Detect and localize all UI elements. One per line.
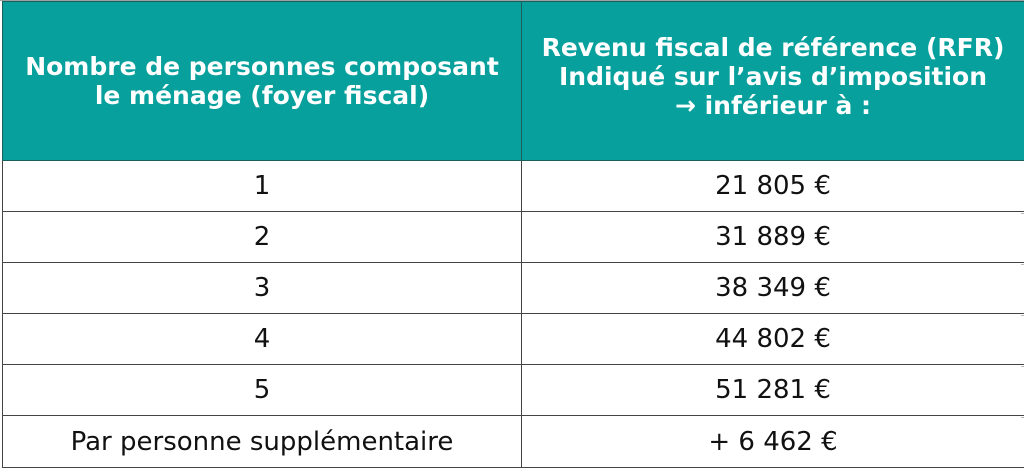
cell-rfr: 44 802 € [521, 313, 1024, 365]
cell-rfr: 51 281 € [521, 364, 1024, 416]
cell-rfr: 21 805 € [521, 160, 1024, 212]
cell-persons: 2 [2, 211, 522, 263]
table-row: Par personne supplémentaire + 6 462 € [2, 415, 1024, 468]
cell-rfr: 38 349 € [521, 262, 1024, 314]
gridline-tick [1021, 213, 1024, 214]
table-row: 3 38 349 € [2, 262, 1024, 314]
header-rfr: Revenu fiscal de référence (RFR) Indiqué… [521, 1, 1024, 161]
table-row: 4 44 802 € [2, 313, 1024, 365]
header-rfr-line-1: Revenu fiscal de référence (RFR) [541, 32, 1005, 62]
header-rfr-line-3: → inférieur à : [674, 90, 872, 120]
cell-persons: 1 [2, 160, 522, 212]
gridline-tick [1021, 264, 1024, 265]
header-row: Nombre de personnes composant le ménage … [2, 1, 1024, 161]
cell-rfr: + 6 462 € [521, 415, 1024, 468]
header-household-size-line-2: le ménage (foyer fiscal) [94, 81, 430, 110]
gridline-tick [1021, 417, 1024, 418]
table-row: 2 31 889 € [2, 211, 1024, 263]
gridline-tick [1021, 366, 1024, 367]
table-row: 5 51 281 € [2, 364, 1024, 416]
cell-persons: 3 [2, 262, 522, 314]
header-household-size-line-1: Nombre de personnes composant [25, 52, 499, 81]
gridline-tick [1021, 315, 1024, 316]
cell-rfr: 31 889 € [521, 211, 1024, 263]
header-rfr-line-2: Indiqué sur l’avis d’imposition [558, 61, 988, 91]
cell-persons: Par personne supplémentaire [2, 415, 522, 468]
table-row: 1 21 805 € [2, 160, 1024, 212]
header-household-size: Nombre de personnes composant le ménage … [2, 1, 522, 161]
top-border [0, 0, 1024, 1]
cell-persons: 4 [2, 313, 522, 365]
cell-persons: 5 [2, 364, 522, 416]
